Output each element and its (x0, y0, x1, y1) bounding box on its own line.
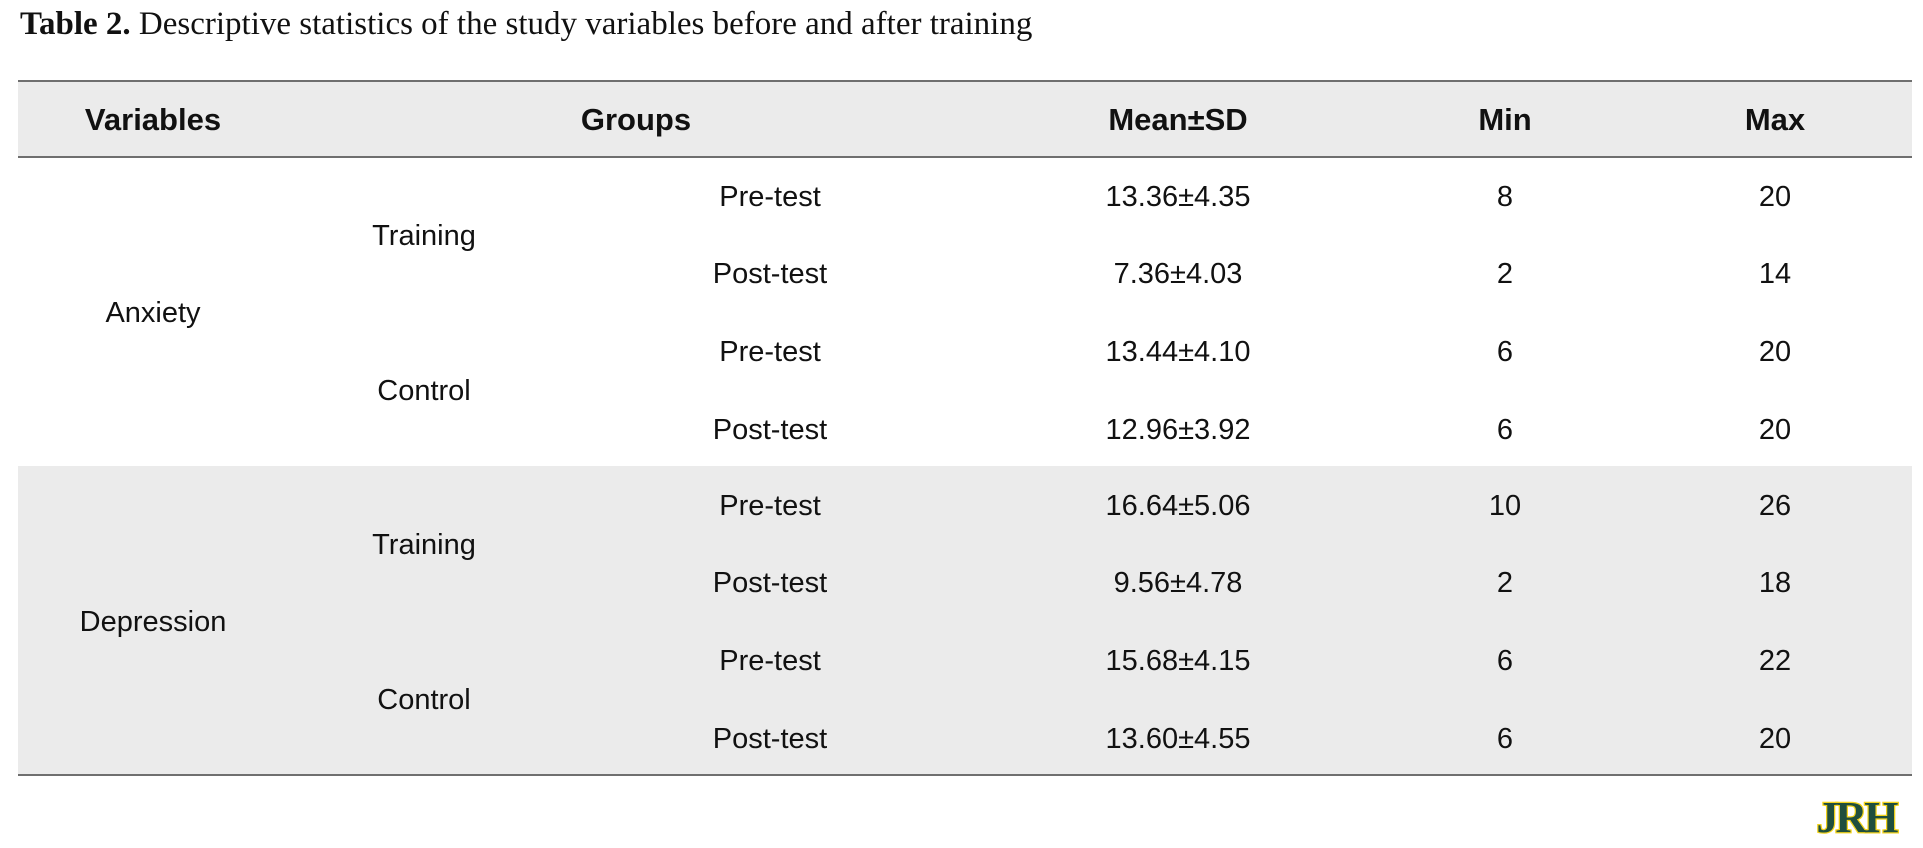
phase-cell: Pre-test (719, 490, 821, 522)
table-caption: Table 2. Descriptive statistics of the s… (20, 4, 1032, 44)
max-cell: 20 (1758, 723, 1792, 755)
statistics-table: Variables Groups Mean±SD Min Max Anxiety… (18, 80, 1912, 776)
header-rule (18, 156, 1912, 158)
variable-depression: Depression (79, 606, 227, 638)
variable-anxiety: Anxiety (105, 297, 201, 329)
mean-sd-cell: 13.60±4.55 (1105, 723, 1251, 755)
group-depression-training: Training (372, 529, 476, 561)
max-cell: 14 (1758, 258, 1792, 290)
max-cell: 20 (1758, 181, 1792, 213)
mean-sd-cell: 16.64±5.06 (1105, 490, 1251, 522)
bottom-rule (18, 774, 1912, 776)
header-min: Min (1478, 102, 1532, 137)
header-mean-sd: Mean±SD (1108, 102, 1248, 137)
journal-logo: JRH (1815, 792, 1902, 840)
top-rule (18, 80, 1912, 82)
phase-cell: Pre-test (719, 181, 821, 213)
max-cell: 20 (1758, 414, 1792, 446)
group-depression-control: Control (377, 684, 471, 716)
group-anxiety-control: Control (377, 375, 471, 407)
max-cell: 26 (1758, 490, 1792, 522)
header-max: Max (1744, 102, 1806, 137)
mean-sd-cell: 13.44±4.10 (1105, 336, 1251, 368)
min-cell: 2 (1496, 567, 1514, 599)
min-cell: 6 (1496, 723, 1514, 755)
journal-logo-text: JRH (1817, 793, 1899, 840)
min-cell: 6 (1496, 414, 1514, 446)
header-groups: Groups (580, 102, 692, 137)
header-band (18, 80, 1912, 157)
phase-cell: Post-test (712, 258, 828, 290)
phase-cell: Post-test (712, 414, 828, 446)
mean-sd-cell: 9.56±4.78 (1113, 567, 1243, 599)
max-cell: 18 (1758, 567, 1792, 599)
phase-cell: Pre-test (719, 645, 821, 677)
mean-sd-cell: 12.96±3.92 (1105, 414, 1251, 446)
min-cell: 6 (1496, 336, 1514, 368)
depression-section-band (18, 466, 1912, 775)
table-caption-label: Table 2. (20, 6, 131, 42)
mean-sd-cell: 7.36±4.03 (1113, 258, 1243, 290)
mean-sd-cell: 13.36±4.35 (1105, 181, 1251, 213)
max-cell: 20 (1758, 336, 1792, 368)
min-cell: 10 (1488, 490, 1522, 522)
header-variables: Variables (84, 102, 222, 137)
min-cell: 2 (1496, 258, 1514, 290)
mean-sd-cell: 15.68±4.15 (1105, 645, 1251, 677)
phase-cell: Pre-test (719, 336, 821, 368)
min-cell: 6 (1496, 645, 1514, 677)
table-caption-text: Descriptive statistics of the study vari… (130, 6, 1033, 42)
min-cell: 8 (1496, 181, 1514, 213)
phase-cell: Post-test (712, 567, 828, 599)
group-anxiety-training: Training (372, 220, 476, 252)
max-cell: 22 (1758, 645, 1792, 677)
phase-cell: Post-test (712, 723, 828, 755)
